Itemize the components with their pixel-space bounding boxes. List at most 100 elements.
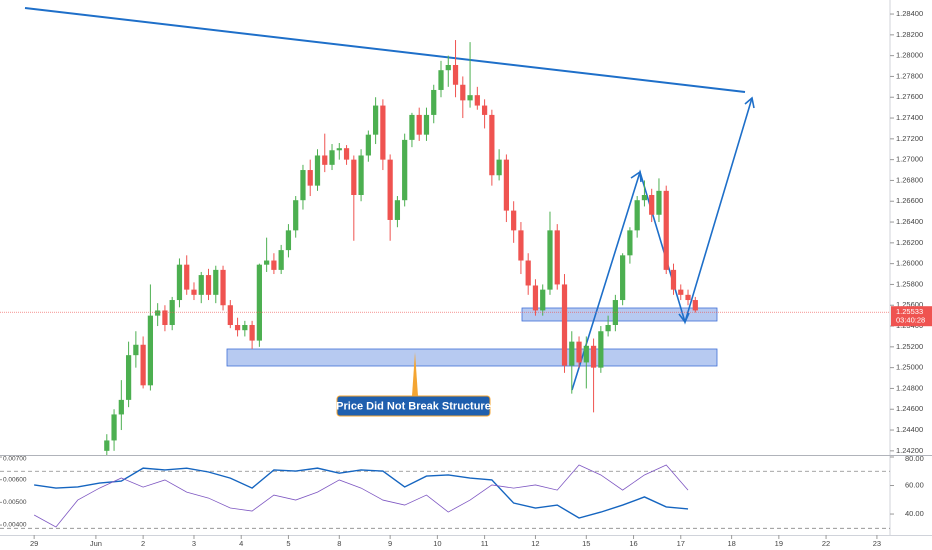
candle-body: [191, 289, 197, 295]
candle-body: [481, 105, 488, 115]
candle-body: [176, 264, 183, 301]
candle-body: [590, 345, 597, 368]
x-tick-label: 18: [727, 539, 735, 548]
candle-body: [314, 155, 321, 186]
candle-body: [111, 414, 117, 441]
y-tick-label: 1.25600: [896, 300, 923, 309]
y2-tick-label: 60.00: [905, 481, 924, 490]
last-price-label: 1.25533: [896, 307, 923, 316]
candle-body: [351, 159, 357, 195]
y-tick-label: 1.28400: [896, 9, 923, 18]
y2-tick-label: 40.00: [905, 509, 924, 518]
candle-body: [322, 155, 328, 165]
y-tick-label: 1.26200: [896, 238, 923, 247]
arrow-head: [744, 96, 755, 109]
candle-body: [416, 114, 422, 135]
x-tick-label: 29: [30, 539, 38, 548]
demand-zone: [521, 307, 718, 322]
candle-body: [285, 230, 292, 251]
y-tick-label: 1.27800: [896, 71, 923, 80]
candle-body: [125, 355, 132, 400]
y-tick-label: 1.26000: [896, 259, 923, 268]
y-tick-label: 1.28200: [896, 30, 923, 39]
candle-body: [220, 269, 226, 306]
candle-body: [627, 230, 633, 256]
x-tick-label: 23: [873, 539, 881, 548]
callout-pointer: [412, 352, 418, 396]
candle-body: [547, 230, 553, 290]
candle-body: [394, 200, 401, 220]
x-tick-label: 11: [481, 539, 489, 548]
y-tick-label: 1.24200: [896, 446, 923, 455]
candle-body: [670, 269, 677, 290]
y-tick-label: 0.00700: [3, 456, 27, 463]
x-tick-label: 17: [677, 539, 685, 548]
candle-body: [634, 200, 640, 231]
candle-body: [474, 95, 480, 106]
candle-body: [423, 114, 430, 135]
candle-body: [612, 300, 618, 325]
candle-body: [540, 289, 546, 311]
candle-body: [641, 195, 648, 201]
candle-body: [242, 325, 248, 331]
candle-body: [118, 399, 124, 415]
candle-body: [184, 264, 190, 290]
candle-body: [452, 65, 459, 85]
y-tick-label: 1.24800: [896, 383, 923, 392]
y-tick-label: 1.25200: [896, 342, 923, 351]
y-tick-label: 1.28000: [896, 51, 923, 60]
candle-body: [620, 255, 626, 301]
x-tick-label: 4: [239, 539, 243, 548]
candle-body: [213, 269, 219, 295]
x-tick-label: 5: [286, 539, 290, 548]
candle-body: [402, 139, 408, 201]
candle-body: [300, 170, 306, 201]
support-zone: [226, 348, 718, 367]
candle-body: [532, 285, 539, 311]
candle-body: [569, 341, 575, 366]
candle-body: [460, 84, 466, 101]
candle-body: [511, 210, 517, 231]
x-tick-label: 15: [582, 539, 590, 548]
candle-body: [692, 300, 698, 311]
y2-tick-label: 80.00: [905, 454, 924, 463]
y-tick-label: 1.27200: [896, 134, 923, 143]
candle-body: [598, 331, 604, 368]
callout-text: Price Did Not Break Structure: [336, 400, 491, 412]
candle-body: [605, 325, 611, 332]
candle-body: [387, 159, 393, 220]
candle-body: [678, 289, 684, 295]
candle-body: [554, 230, 560, 285]
candle-body: [685, 294, 691, 301]
indicator-line: [34, 467, 689, 519]
candle-body: [576, 341, 582, 363]
y-tick-label: 0.00500: [3, 499, 27, 506]
y-tick-label: 1.25000: [896, 363, 923, 372]
x-tick-label: 22: [822, 539, 830, 548]
x-tick-label: 8: [337, 539, 341, 548]
candle-body: [438, 70, 444, 90]
x-tick-label: 9: [388, 539, 392, 548]
candle-body: [583, 345, 589, 363]
candle-body: [649, 195, 655, 215]
x-tick-label: 10: [433, 539, 441, 548]
candle-body: [205, 275, 212, 295]
y-tick-label: 1.24600: [896, 404, 923, 413]
callout-box: [336, 395, 491, 417]
y-tick-label: 0.00400: [3, 522, 27, 529]
candle-body: [373, 105, 379, 135]
y-tick-label: 1.26400: [896, 217, 923, 226]
last-price-tag: [891, 306, 932, 327]
candle-body: [278, 250, 284, 270]
x-tick-label: 2: [141, 539, 145, 548]
y-tick-label: 1.26800: [896, 175, 923, 184]
candle-body: [409, 114, 415, 140]
candle-body: [503, 159, 510, 211]
y-tick-label: 0.00600: [3, 476, 27, 483]
candle-body: [133, 344, 139, 356]
candle-body: [431, 89, 437, 115]
countdown-label: 03:40:28: [896, 316, 925, 325]
y-tick-label: 1.27000: [896, 155, 923, 164]
